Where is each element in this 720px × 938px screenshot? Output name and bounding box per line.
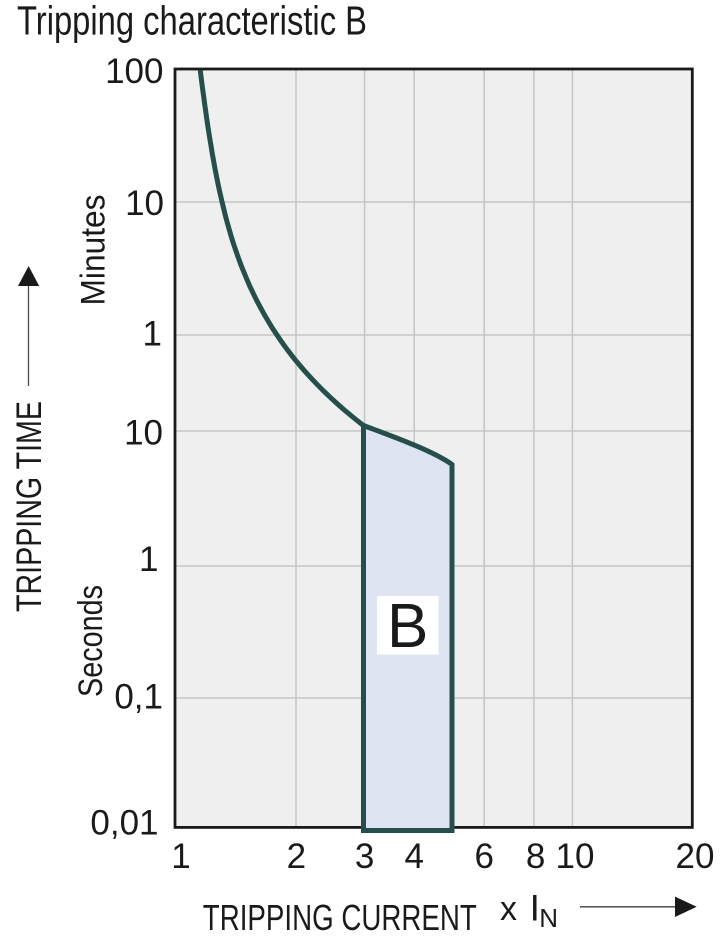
svg-text:4: 4	[404, 837, 423, 876]
svg-text:3: 3	[355, 837, 374, 876]
svg-text:1: 1	[171, 837, 190, 876]
svg-text:8: 8	[526, 837, 545, 876]
svg-text:10: 10	[125, 184, 164, 223]
svg-text:TRIPPING TIME: TRIPPING TIME	[9, 401, 49, 612]
svg-text:0,01: 0,01	[90, 804, 158, 843]
svg-text:6: 6	[474, 837, 493, 876]
svg-text:1: 1	[143, 315, 162, 354]
svg-text:Tripping characteristic B: Tripping characteristic B	[17, 0, 367, 43]
svg-text:Seconds: Seconds	[72, 585, 110, 697]
svg-text:TRIPPING CURRENT: TRIPPING CURRENT	[203, 897, 477, 938]
svg-text:2: 2	[287, 837, 306, 876]
svg-text:0,1: 0,1	[114, 678, 163, 717]
svg-text:x: x	[500, 890, 517, 928]
svg-text:Minutes: Minutes	[74, 195, 112, 306]
svg-text:20: 20	[676, 837, 715, 876]
svg-text:1: 1	[139, 540, 158, 579]
svg-text:I: I	[530, 887, 540, 928]
svg-text:N: N	[539, 903, 558, 933]
svg-text:B: B	[387, 592, 428, 661]
svg-text:10: 10	[124, 414, 163, 453]
svg-text:100: 100	[105, 52, 163, 91]
svg-text:10: 10	[556, 837, 595, 876]
